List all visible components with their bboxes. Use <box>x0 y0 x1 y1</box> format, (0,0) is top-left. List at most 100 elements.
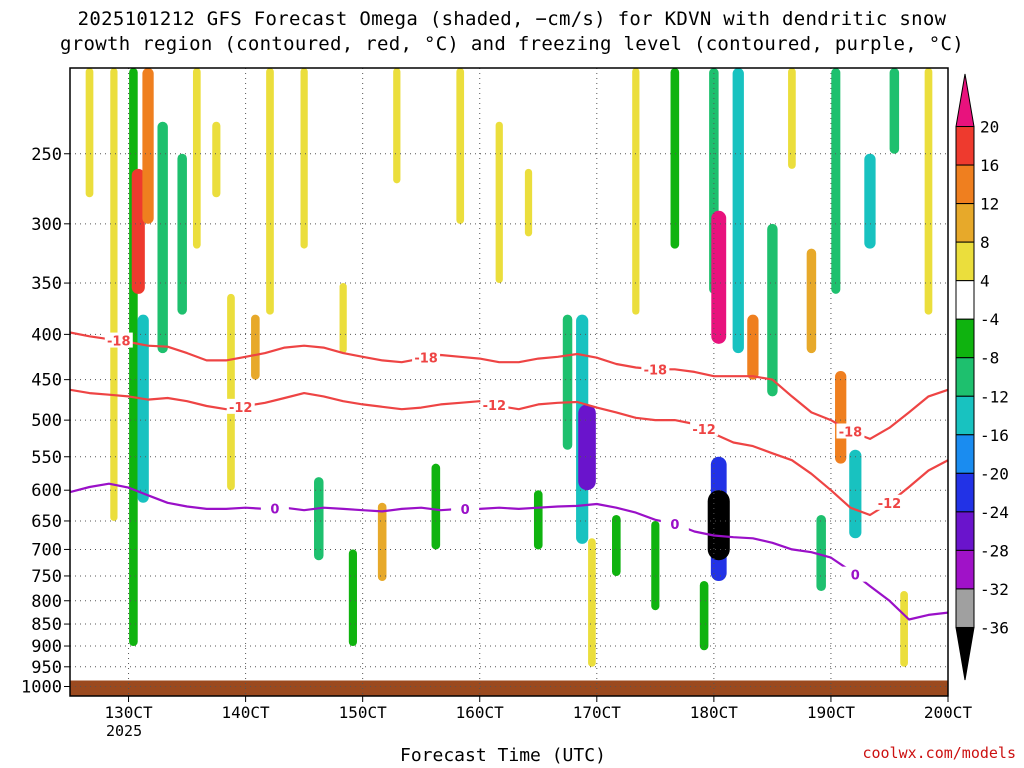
colorbar-bin-11 <box>955 511 975 551</box>
omega-cell-40 <box>788 68 796 169</box>
colorbar-label-2: 12 <box>980 195 999 214</box>
omega-cell-32 <box>699 581 709 651</box>
credit-link[interactable]: coolwx.com/models <box>862 744 1016 762</box>
contour-line-0 <box>70 482 948 621</box>
omega-cell-34 <box>711 210 727 344</box>
omega-cell-1 <box>110 68 118 521</box>
omega-cell-42 <box>816 515 826 592</box>
omega-cell-8 <box>192 68 201 249</box>
omega-cell-36 <box>707 490 730 561</box>
colorbar-bin-6 <box>955 318 975 359</box>
colorbar-label-12: -32 <box>980 580 1009 599</box>
colorbar-label-6: -8 <box>980 349 999 368</box>
plot-frame <box>69 67 949 697</box>
omega-cell-29 <box>632 68 640 315</box>
colorbar-label-11: -28 <box>980 541 1009 560</box>
omega-cell-17 <box>377 502 387 582</box>
omega-cell-18 <box>393 68 401 184</box>
omega-cell-47 <box>889 68 900 154</box>
omega-cell-44 <box>835 371 847 464</box>
x-tick-label-180CT: 180CT <box>690 703 739 722</box>
y-tick-label-300: 300 <box>31 215 62 235</box>
omega-cell-49 <box>924 68 933 315</box>
colorbar-label-4: 4 <box>980 272 990 291</box>
colorbar-bin-7 <box>955 357 975 397</box>
contour-line--12 <box>70 388 948 517</box>
colorbar-bin-4 <box>955 241 975 282</box>
colorbar-bin-13 <box>955 588 975 628</box>
y-tick-label-700: 700 <box>31 540 62 560</box>
contour-label--12-2: -12 <box>692 423 716 438</box>
y-tick-label-850: 850 <box>31 615 62 635</box>
colorbar-label-8: -16 <box>980 426 1009 445</box>
colorbar-bin-14 <box>955 626 975 681</box>
colorbar-label-3: 8 <box>980 233 990 252</box>
omega-cell-43 <box>831 68 841 294</box>
colorbar-bin-2 <box>955 164 975 205</box>
omega-cell-21 <box>495 121 503 284</box>
x-tick-label-140CT: 140CT <box>222 703 271 722</box>
colorbar-label-7: -12 <box>980 387 1009 406</box>
omega-cell-15 <box>339 283 347 354</box>
omega-cell-38 <box>747 314 759 380</box>
y-tick-label-450: 450 <box>31 371 62 391</box>
x-tick-label-190CT: 190CT <box>807 703 856 722</box>
omega-cell-0 <box>85 68 94 198</box>
omega-cell-23 <box>533 490 543 550</box>
omega-cell-45 <box>849 449 862 539</box>
omega-cell-28 <box>612 515 621 576</box>
colorbar-bin-8 <box>955 395 975 436</box>
x-year-label: 2025 <box>106 722 143 740</box>
contour-label--18-0: -18 <box>107 335 131 350</box>
contour-label--18-2: -18 <box>644 363 668 378</box>
contour-label--12-1: -12 <box>483 399 507 414</box>
contour-label--18-3: -18 <box>839 425 863 440</box>
y-tick-label-600: 600 <box>31 481 62 501</box>
colorbar-label-0: 20 <box>980 118 999 137</box>
colorbar-bin-9 <box>955 434 975 474</box>
x-tick-label-160CT: 160CT <box>456 703 505 722</box>
y-tick-label-800: 800 <box>31 592 62 612</box>
x-tick-label-150CT: 150CT <box>339 703 388 722</box>
colorbar-label-9: -20 <box>980 464 1009 483</box>
contour-label-0-1: 0 <box>461 503 470 518</box>
chart-title-line-2: growth region (contoured, red, °C) and f… <box>60 33 964 55</box>
omega-cell-37 <box>732 68 744 354</box>
omega-cell-39 <box>767 223 778 397</box>
omega-cell-9 <box>212 121 221 198</box>
colorbar-bin-3 <box>955 203 975 243</box>
contour-label--12-0: -12 <box>229 401 253 416</box>
omega-cell-12 <box>266 68 274 315</box>
omega-cell-24 <box>562 314 573 450</box>
omega-cell-7 <box>177 153 187 315</box>
y-tick-label-1000: 1000 <box>21 678 62 698</box>
omega-cell-46 <box>864 153 876 249</box>
y-tick-label-500: 500 <box>31 411 62 431</box>
y-tick-label-350: 350 <box>31 274 62 294</box>
omega-cell-19 <box>431 463 441 550</box>
omega-cell-11 <box>251 314 260 380</box>
contour-label--12-3: -12 <box>878 497 902 512</box>
omega-cell-2 <box>129 68 138 647</box>
omega-cell-4 <box>142 68 154 224</box>
omega-cell-22 <box>524 168 533 237</box>
colorbar-bin-12 <box>955 549 975 590</box>
x-tick-label-130CT: 130CT <box>104 703 153 722</box>
omega-cell-31 <box>670 68 680 249</box>
y-tick-label-900: 900 <box>31 637 62 657</box>
y-tick-label-950: 950 <box>31 658 62 678</box>
x-tick-label-170CT: 170CT <box>573 703 622 722</box>
x-tick-label-200CT: 200CT <box>924 703 973 722</box>
colorbar-label-5: -4 <box>980 310 999 329</box>
colorbar-bin-5 <box>955 280 975 320</box>
y-tick-label-400: 400 <box>31 325 62 345</box>
colorbar-label-13: -36 <box>980 618 1009 637</box>
contour-label-0-0: 0 <box>270 502 279 517</box>
contour-label--18-1: -18 <box>414 352 438 367</box>
omega-cell-26 <box>578 404 596 491</box>
chart-title-line-1: 2025101212 GFS Forecast Omega (shaded, −… <box>77 8 947 30</box>
y-tick-label-750: 750 <box>31 567 62 587</box>
y-tick-label-650: 650 <box>31 512 62 532</box>
omega-cell-6 <box>157 121 168 354</box>
